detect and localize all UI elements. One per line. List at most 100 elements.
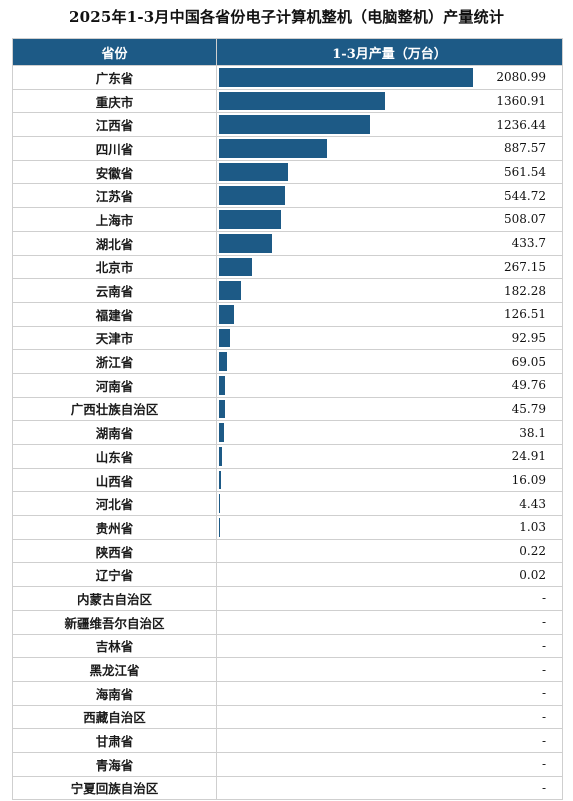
province-label: 重庆市 [12, 88, 217, 114]
value-label: 1.03 [519, 520, 546, 535]
value-cell: 1.03 [216, 515, 563, 540]
value-cell: 45.79 [216, 396, 563, 422]
value-label: - [541, 591, 546, 606]
bar-mark [219, 494, 220, 514]
value-label: 561.54 [504, 165, 546, 180]
value-label: 24.91 [511, 449, 546, 464]
bar-mark [219, 162, 288, 182]
value-cell: - [216, 680, 563, 706]
value-cell: 508.07 [216, 207, 563, 232]
value-cell: - [216, 775, 563, 801]
table-row: 浙江省 69.05 [12, 349, 563, 374]
table-row: 吉林省 - [12, 633, 563, 659]
value-label: - [541, 780, 546, 795]
province-label: 海南省 [12, 680, 217, 706]
table-row: 贵州省 1.03 [12, 515, 563, 540]
province-label: 西藏自治区 [12, 704, 217, 730]
value-cell: 267.15 [216, 254, 563, 280]
bar-mark [219, 91, 386, 111]
value-cell: 38.1 [216, 420, 563, 445]
value-cell: - [216, 586, 563, 611]
table-row: 江西省 1236.44 [12, 112, 563, 138]
province-label: 安徽省 [12, 159, 217, 185]
value-label: 92.95 [511, 330, 546, 345]
value-cell: 0.02 [216, 562, 563, 588]
table-row: 重庆市 1360.91 [12, 88, 563, 114]
province-label: 内蒙古自治区 [12, 586, 217, 611]
province-label: 湖北省 [12, 230, 217, 256]
value-cell: 126.51 [216, 301, 563, 327]
value-cell: 433.7 [216, 230, 563, 256]
bar-mark [219, 115, 370, 135]
value-label: 16.09 [511, 473, 546, 488]
header-province: 省份 [12, 38, 217, 66]
value-label: 126.51 [504, 307, 546, 322]
province-label: 辽宁省 [12, 562, 217, 588]
value-label: 69.05 [511, 354, 546, 369]
bar-mark [219, 186, 286, 206]
value-cell: 1360.91 [216, 88, 563, 114]
bar-mark [219, 399, 225, 419]
value-cell: 49.76 [216, 372, 563, 398]
value-label: 544.72 [504, 188, 546, 203]
table-row: 西藏自治区 - [12, 704, 563, 730]
bar-mark [219, 139, 328, 158]
table-row: 陕西省 0.22 [12, 538, 563, 564]
value-label: 45.79 [511, 401, 546, 416]
table-row: 河南省 49.76 [12, 372, 563, 398]
province-label: 北京市 [12, 254, 217, 280]
value-label: - [541, 757, 546, 772]
table-row: 四川省 887.57 [12, 136, 563, 161]
value-cell: - [216, 728, 563, 753]
bar-mark [219, 352, 228, 371]
table-row: 山东省 24.91 [12, 444, 563, 469]
value-cell: - [216, 704, 563, 730]
province-label: 山西省 [12, 467, 217, 493]
province-label: 新疆维吾尔自治区 [12, 609, 217, 635]
value-label: - [541, 709, 546, 724]
table-header-row: 省份 1-3月产量（万台） [12, 38, 563, 66]
province-label: 四川省 [12, 136, 217, 161]
value-cell: 544.72 [216, 183, 563, 209]
province-label: 吉林省 [12, 633, 217, 659]
table-row: 甘肃省 - [12, 728, 563, 753]
value-cell: - [216, 751, 563, 777]
province-label: 广东省 [12, 65, 217, 90]
province-label: 天津市 [12, 325, 217, 351]
province-label: 河北省 [12, 491, 217, 517]
province-label: 贵州省 [12, 515, 217, 540]
value-cell: 0.22 [216, 538, 563, 564]
table-row: 广西壮族自治区 45.79 [12, 396, 563, 422]
table-row: 云南省 182.28 [12, 278, 563, 303]
value-cell: 2080.99 [216, 65, 563, 90]
chart-title: 2025年1-3月中国各省份电子计算机整机（电脑整机）产量统计 [68, 8, 505, 26]
bar-mark [219, 470, 221, 490]
bar-mark [219, 375, 226, 395]
value-label: 1236.44 [496, 117, 546, 132]
province-label: 黑龙江省 [12, 657, 217, 682]
value-cell: 4.43 [216, 491, 563, 517]
province-label: 广西壮族自治区 [12, 396, 217, 422]
production-table: 省份 1-3月产量（万台） 广东省 2080.99 重庆市 1360.91 江西省 123… [12, 38, 563, 801]
value-label: - [541, 638, 546, 653]
table-row: 湖南省 38.1 [12, 420, 563, 445]
province-label: 江苏省 [12, 183, 217, 209]
value-label: 182.28 [504, 283, 546, 298]
value-cell: - [216, 633, 563, 659]
table-row: 山西省 16.09 [12, 467, 563, 493]
bar-mark [219, 423, 224, 442]
province-label: 福建省 [12, 301, 217, 327]
province-label: 云南省 [12, 278, 217, 303]
table-row: 北京市 267.15 [12, 254, 563, 280]
province-label: 湖南省 [12, 420, 217, 445]
bar-mark [219, 257, 252, 277]
province-label: 青海省 [12, 751, 217, 777]
value-label: - [541, 615, 546, 630]
value-label: - [541, 686, 546, 701]
table-row: 河北省 4.43 [12, 491, 563, 517]
value-cell: - [216, 609, 563, 635]
value-label: 0.22 [519, 544, 546, 559]
province-label: 上海市 [12, 207, 217, 232]
province-label: 河南省 [12, 372, 217, 398]
bar-mark [219, 328, 231, 348]
